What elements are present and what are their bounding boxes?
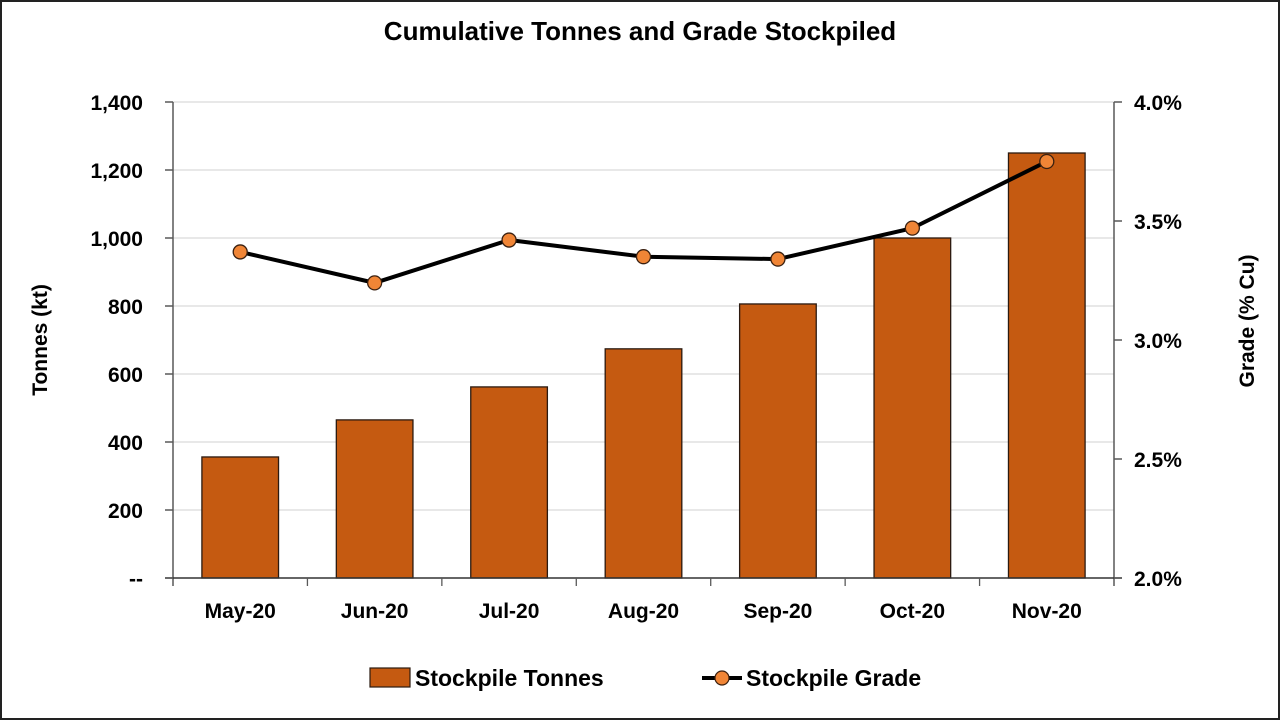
- x-tick-label: Oct-20: [880, 600, 945, 623]
- grade-point-Aug-20: [635, 249, 652, 265]
- grade-point-Nov-20: [1039, 153, 1055, 170]
- left-tick-label: 800: [108, 296, 143, 319]
- right-axis-title: Grade (% Cu): [1236, 254, 1259, 387]
- grade-point-May-20: [232, 244, 248, 260]
- left-tick-label: 1,000: [90, 228, 143, 251]
- x-tick-label: Jul-20: [479, 600, 540, 623]
- x-tick-label: May-20: [205, 600, 276, 623]
- x-tick-label: Aug-20: [608, 600, 679, 623]
- x-axis-ticks: May-20 Jun-20 Jul-20 Aug-20 Sep-20 Oct-20 Nov-…: [205, 578, 1082, 623]
- legend-label-grade: Stockpile Grade: [746, 665, 921, 691]
- bar-Jun-20: [335, 419, 414, 579]
- left-axis-ticks: -- 200 400 600 800 1,000 1,200 1,400: [90, 92, 173, 591]
- left-tick-label: 200: [108, 500, 143, 523]
- axes: [165, 102, 1122, 586]
- legend-marker-grade: [714, 670, 730, 686]
- grade-point-Jul-20: [501, 232, 517, 248]
- left-axis-title: Tonnes (kt): [29, 284, 52, 396]
- left-tick-label: 1,200: [90, 160, 143, 183]
- right-tick-label: 4.0%: [1134, 92, 1182, 115]
- x-tick-label: Sep-20: [743, 600, 812, 623]
- legend-swatch-tonnes: [369, 667, 411, 688]
- x-tick-label: Jun-20: [341, 600, 409, 623]
- bar-Nov-20: [1007, 152, 1086, 579]
- left-tick-label: 600: [108, 364, 143, 387]
- grade-point-Oct-20: [904, 220, 921, 236]
- bar-May-20: [201, 456, 280, 579]
- right-tick-label: 3.0%: [1134, 330, 1182, 353]
- right-tick-label: 2.0%: [1134, 568, 1182, 591]
- bar-Aug-20: [604, 348, 683, 579]
- right-axis-ticks: 2.0% 2.5% 3.0% 3.5% 4.0%: [1114, 92, 1182, 591]
- line-series: [232, 153, 1055, 291]
- left-tick-label: --: [129, 568, 143, 591]
- grade-point-Jun-20: [366, 275, 383, 291]
- legend-label-tonnes: Stockpile Tonnes: [415, 665, 604, 691]
- left-tick-label: 1,400: [90, 92, 143, 115]
- bar-Oct-20: [873, 237, 952, 579]
- x-tick-label: Nov-20: [1012, 600, 1082, 623]
- bar-Jul-20: [470, 386, 549, 579]
- left-tick-label: 400: [108, 432, 143, 455]
- right-tick-label: 2.5%: [1134, 449, 1182, 472]
- chart-title: Cumulative Tonnes and Grade Stockpiled: [383, 16, 897, 46]
- legend: Stockpile Tonnes Stockpile Grade: [369, 665, 921, 691]
- bar-series: [201, 152, 1086, 579]
- grade-point-Sep-20: [770, 251, 786, 267]
- right-tick-label: 3.5%: [1134, 211, 1182, 234]
- bar-Sep-20: [738, 303, 817, 579]
